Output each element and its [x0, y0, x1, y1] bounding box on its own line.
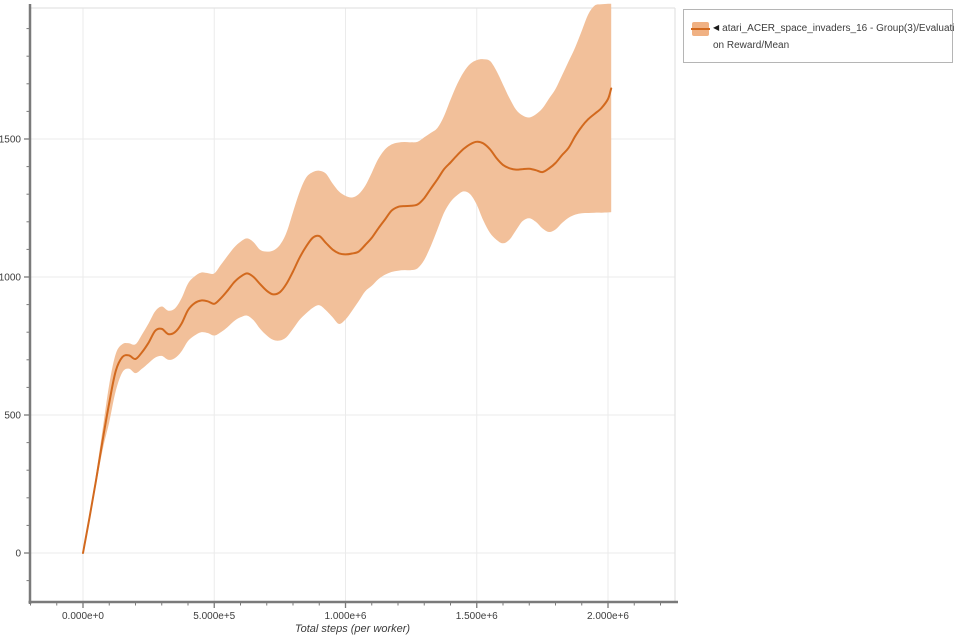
legend: ◀ atari_ACER_space_invaders_16 - Group(3)…: [683, 9, 955, 63]
mean-line: [82, 87, 613, 554]
x-tick-label: 0.000e+0: [62, 611, 104, 622]
x-tick-label: 1.500e+6: [456, 611, 498, 622]
y-tick-label: 1000: [0, 272, 21, 283]
legend-label[interactable]: ◀ atari_ACER_space_invaders_16 - Group(3)…: [713, 19, 955, 54]
x-tick-label: 5.000e+5: [193, 611, 235, 622]
legend-swatch-line-icon: [691, 27, 710, 30]
x-tick-label: 1.000e+6: [325, 611, 367, 622]
plot-area[interactable]: [30, 8, 675, 602]
legend-label-line2: on Reward/Mean: [713, 40, 790, 51]
x-tick-label: 2.000e+6: [587, 611, 629, 622]
collapse-arrow-icon: ◀: [713, 23, 720, 32]
legend-series-swatch[interactable]: [691, 22, 710, 36]
y-tick-label: 0: [15, 549, 21, 560]
y-tick-label: 500: [4, 411, 21, 422]
legend-label-line1: atari_ACER_space_invaders_16 - Group(3)/…: [722, 23, 955, 34]
y-tick-label: 1500: [0, 134, 21, 145]
x-axis-title: Total steps (per worker): [294, 623, 411, 635]
